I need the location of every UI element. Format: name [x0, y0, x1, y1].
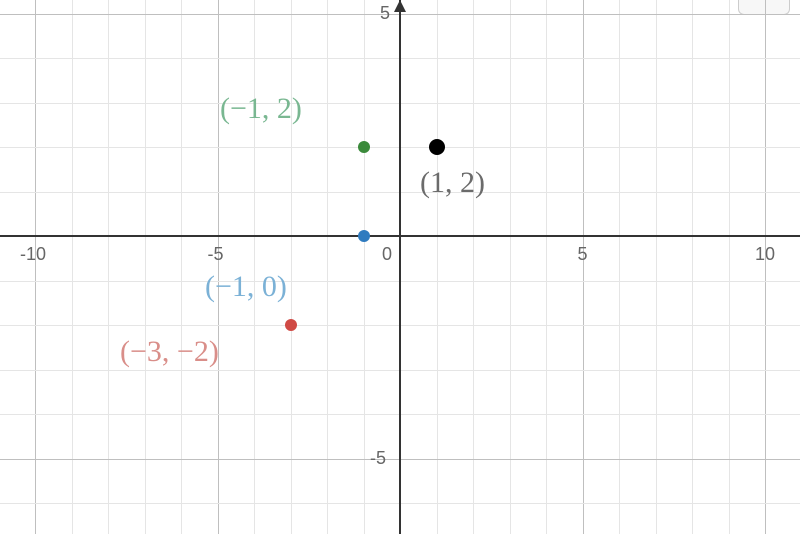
y-axis-arrow [394, 0, 406, 12]
data-point [358, 230, 370, 242]
gridline-major-v [765, 0, 766, 534]
gridline-minor-v [729, 0, 730, 534]
y-axis [399, 0, 401, 534]
gridline-minor-v [510, 0, 511, 534]
point-label: (−1, 2) [220, 92, 302, 126]
data-point [358, 141, 370, 153]
y-tick-label: 5 [380, 3, 390, 24]
x-tick-label: 0 [382, 244, 392, 265]
point-label: (1, 2) [420, 166, 485, 200]
gridline-minor-v [473, 0, 474, 534]
gridline-major-v [583, 0, 584, 534]
gridline-minor-v [546, 0, 547, 534]
x-tick-label: -10 [20, 244, 46, 265]
gridline-minor-v [181, 0, 182, 534]
gridline-minor-v [327, 0, 328, 534]
point-label: (−1, 0) [205, 270, 287, 304]
point-label: (−3, −2) [120, 335, 219, 369]
coordinate-plane: -10 -5 0 5 10 5 -5 (−1, 2) (1, 2) (−1, 0) (−3, −2) [0, 0, 800, 534]
data-point [429, 139, 445, 155]
gridline-minor-v [692, 0, 693, 534]
gridline-minor-v [108, 0, 109, 534]
data-point [285, 319, 297, 331]
gridline-minor-v [619, 0, 620, 534]
gridline-minor-v [145, 0, 146, 534]
x-tick-label: -5 [208, 244, 224, 265]
x-tick-label: 5 [578, 244, 588, 265]
gridline-minor-v [291, 0, 292, 534]
gridline-major-v [35, 0, 36, 534]
gridline-minor-v [656, 0, 657, 534]
gridline-minor-v [437, 0, 438, 534]
gridline-major-v [218, 0, 219, 534]
y-tick-label: -5 [370, 448, 386, 469]
gridline-minor-v [254, 0, 255, 534]
gridline-minor-v [364, 0, 365, 534]
x-tick-label: 10 [755, 244, 775, 265]
gridline-minor-v [72, 0, 73, 534]
